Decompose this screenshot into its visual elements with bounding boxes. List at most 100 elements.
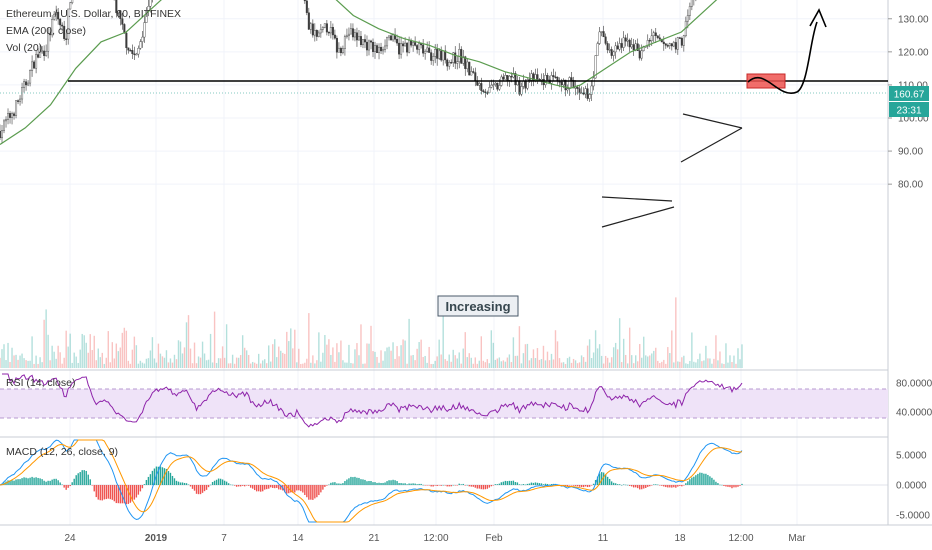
- macd-histogram-bar: [380, 482, 382, 485]
- macd-histogram-bar: [492, 485, 495, 486]
- volume-bar: [45, 309, 47, 368]
- volume-bar: [245, 350, 248, 368]
- macd-histogram-bar: [336, 483, 338, 485]
- volume-bar: [165, 350, 168, 368]
- price-tick-label: 100.00: [898, 114, 929, 125]
- candle-body: [552, 75, 555, 77]
- rsi-indicator-label: RSI (14, close): [6, 377, 75, 389]
- volume-bar: [739, 359, 741, 368]
- volume-bar: [671, 330, 673, 368]
- macd-histogram-bar: [272, 485, 274, 488]
- volume-bar: [558, 358, 561, 368]
- macd-histogram-bar: [23, 477, 25, 485]
- macd-histogram-bar: [91, 485, 93, 486]
- candle-body: [135, 53, 138, 56]
- volume-bar: [592, 352, 595, 368]
- macd-histogram-bar: [137, 485, 140, 495]
- candle-body: [382, 49, 385, 52]
- candle-body: [311, 23, 314, 36]
- macd-histogram-bar: [262, 485, 264, 492]
- macd-histogram-bar: [677, 485, 679, 487]
- volume-bar: [69, 333, 71, 368]
- macd-histogram-bar: [87, 474, 89, 485]
- volume-bar: [193, 342, 196, 368]
- macd-histogram-bar: [524, 484, 527, 486]
- price-axis[interactable]: 190.00180.00170.00160.00150.00140.00130.…: [888, 0, 929, 191]
- macd-histogram-bar: [225, 481, 228, 485]
- triangle-2-lower[interactable]: [680, 127, 743, 163]
- macd-histogram-bar: [274, 485, 276, 489]
- macd-histogram-bar: [181, 482, 184, 485]
- macd-histogram-bar: [227, 483, 230, 485]
- volume-bar: [270, 361, 272, 368]
- macd-tick-label: -5.0000: [896, 511, 930, 522]
- macd-histogram-bar: [663, 485, 665, 487]
- volume-bar: [741, 344, 743, 368]
- volume-bar: [209, 333, 212, 368]
- volume-bar: [37, 363, 39, 368]
- candle-body: [680, 38, 683, 46]
- macd-histogram-bar: [231, 484, 234, 486]
- macd-histogram-bar: [378, 482, 380, 485]
- macd-histogram-bar: [19, 479, 21, 485]
- macd-histogram-bar: [540, 483, 543, 485]
- macd-histogram-bar: [705, 473, 707, 485]
- macd-histogram-bar: [312, 485, 314, 500]
- macd-histogram-bar: [292, 485, 294, 493]
- macd-histogram-bar: [133, 485, 136, 500]
- volume-bar: [185, 322, 188, 368]
- time-tick-label: 2019: [145, 533, 168, 544]
- increasing-annotation[interactable]: Increasing: [437, 295, 519, 317]
- triangle-1-lower[interactable]: [601, 206, 675, 228]
- candle-body: [646, 40, 649, 47]
- macd-histogram-bar: [169, 472, 172, 485]
- volume-bar: [412, 354, 414, 368]
- macd-histogram-bar: [284, 485, 286, 493]
- macd-histogram-bar: [290, 485, 292, 493]
- volume-bar: [99, 357, 101, 368]
- price-tick-label: 110.00: [898, 80, 928, 91]
- volume-bar: [669, 353, 671, 368]
- time-axis[interactable]: 24 2019 7 14 21 12:00 Feb 11 18 12:00 Mar: [64, 533, 806, 544]
- candle-body: [337, 47, 340, 53]
- volume-bar: [628, 327, 631, 368]
- rsi-tick-label: 80.0000: [896, 379, 932, 390]
- ema-indicator-label: EMA (200, close): [6, 25, 86, 37]
- macd-histogram-bar: [21, 478, 23, 485]
- macd-histogram-bar: [725, 485, 727, 487]
- macd-histogram-bar: [75, 475, 77, 485]
- macd-histogram-bar: [326, 485, 328, 486]
- macd-histogram-bar: [368, 480, 370, 485]
- volume-bar: [161, 356, 164, 368]
- macd-histogram-bar: [314, 485, 316, 499]
- time-tick-label: 14: [292, 533, 304, 544]
- macd-histogram-bar: [434, 485, 436, 486]
- candle-body: [376, 45, 379, 54]
- macd-histogram-bar: [316, 485, 318, 498]
- projection-arrow[interactable]: [747, 21, 818, 95]
- volume-bar: [19, 355, 21, 368]
- triangle-2-upper[interactable]: [682, 113, 743, 129]
- volume-bar: [659, 363, 661, 368]
- volume-bar: [693, 361, 695, 368]
- macd-histogram-bar: [358, 477, 360, 485]
- volume-bar: [77, 362, 79, 368]
- volume-bar: [314, 363, 316, 368]
- macd-histogram-bar: [679, 485, 681, 486]
- triangle-1-upper[interactable]: [601, 196, 673, 202]
- volume-bar: [556, 341, 559, 368]
- macd-line: [0, 439, 743, 523]
- macd-histogram-bar: [123, 485, 126, 504]
- volume-bar: [119, 347, 122, 368]
- candle-body: [347, 33, 350, 37]
- volume-bar: [727, 362, 729, 368]
- candle-body: [678, 37, 681, 39]
- macd-histogram-bar: [15, 479, 17, 485]
- volume-bar: [402, 339, 404, 368]
- volume-bar: [342, 360, 344, 368]
- volume-bar: [107, 331, 109, 368]
- volume-bar: [564, 363, 567, 368]
- macd-histogram-bar: [508, 480, 511, 485]
- candle-body: [343, 36, 346, 49]
